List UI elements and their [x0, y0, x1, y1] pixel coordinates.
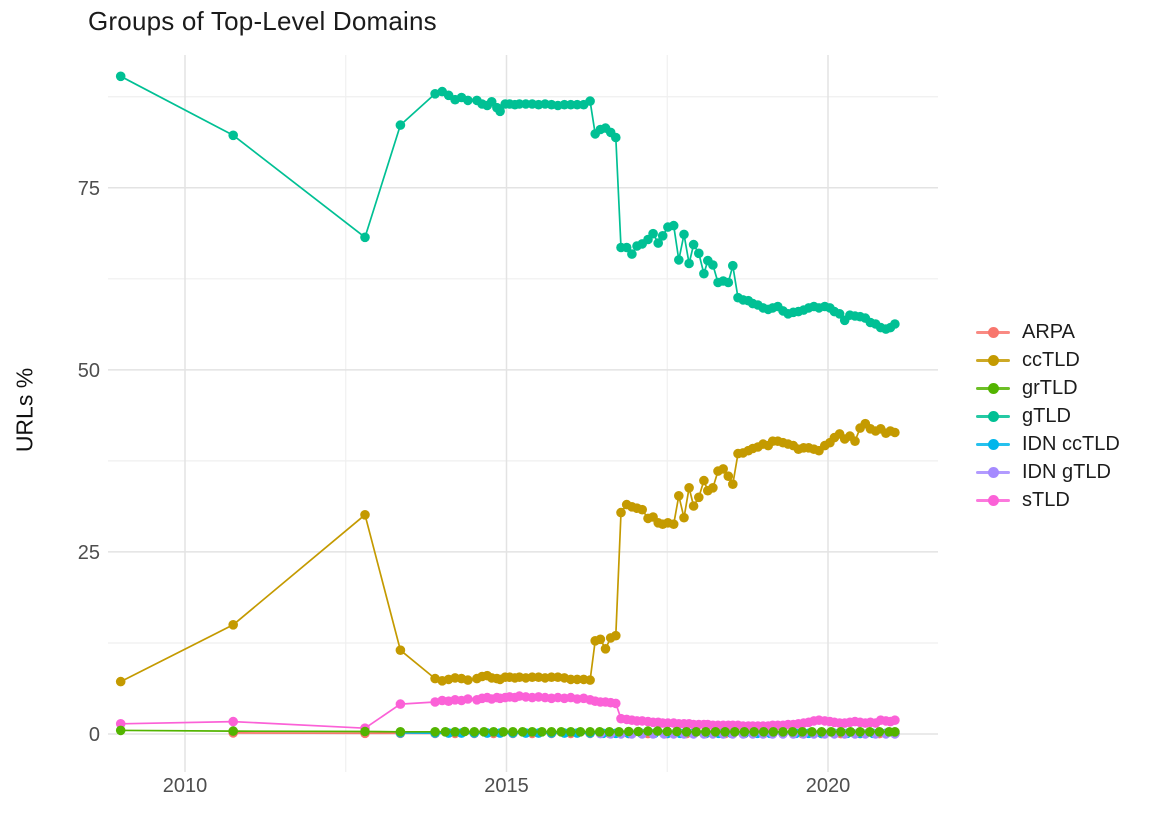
series-gTLD — [115, 71, 900, 334]
legend-key-IDN-gTLD-icon — [976, 465, 1010, 480]
legend-item-ccTLD: ccTLD — [976, 346, 1120, 374]
legend-label: IDN gTLD — [1022, 460, 1111, 483]
y-tick-label: 25 — [78, 542, 100, 564]
legend-label: grTLD — [1022, 376, 1078, 399]
legend-item-IDN-gTLD: IDN gTLD — [976, 458, 1120, 486]
legend-item-IDN-ccTLD: IDN ccTLD — [976, 430, 1120, 458]
legend-item-grTLD: grTLD — [976, 374, 1120, 402]
y-tick-label: 0 — [89, 724, 100, 746]
series-sTLD — [115, 691, 900, 733]
legend-key-ARPA-icon — [976, 325, 1010, 340]
series-grTLD — [115, 725, 900, 737]
legend-label: ccTLD — [1022, 348, 1080, 371]
chart-title: Groups of Top-Level Domains — [88, 6, 437, 36]
legend-key-grTLD-icon — [976, 381, 1010, 396]
x-tick-label: 2015 — [484, 775, 529, 797]
series-ccTLD — [115, 418, 900, 687]
legend-key-IDN-ccTLD-icon — [976, 437, 1010, 452]
legend-item-sTLD: sTLD — [976, 486, 1120, 514]
legend-label: ARPA — [1022, 320, 1075, 343]
legend-label: gTLD — [1022, 404, 1071, 427]
y-tick-label: 75 — [78, 178, 100, 200]
legend-label: IDN ccTLD — [1022, 432, 1120, 455]
legend-key-sTLD-icon — [976, 493, 1010, 508]
legend-label: sTLD — [1022, 488, 1070, 511]
gridlines — [108, 55, 938, 772]
legend-item-ARPA: ARPA — [976, 318, 1120, 346]
x-tick-label: 2010 — [163, 775, 208, 797]
legend-key-ccTLD-icon — [976, 353, 1010, 368]
x-tick-label: 2020 — [806, 775, 851, 797]
y-tick-label: 50 — [78, 360, 100, 382]
axis-tick-labels: 0 25 50 75 2010 2015 2020 — [78, 178, 851, 797]
legend-key-gTLD-icon — [976, 409, 1010, 424]
legend-item-gTLD: gTLD — [976, 402, 1120, 430]
legend: ARPA ccTLD grTLD gTLD IDN ccTLD IDN gTLD sTLD — [976, 318, 1120, 514]
